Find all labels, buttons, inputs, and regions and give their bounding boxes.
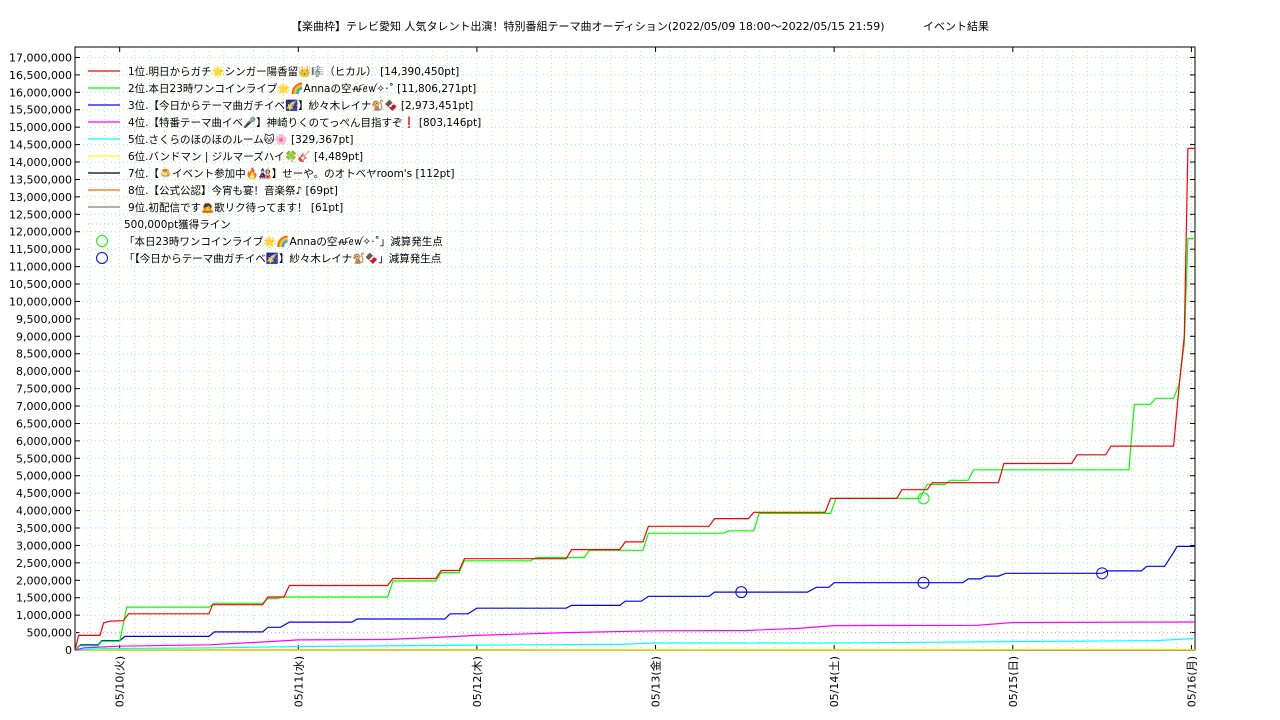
y-tick-label: 1,000,000: [16, 609, 72, 622]
series-layer: [74, 147, 1196, 651]
y-tick-label: 12,500,000: [9, 208, 72, 221]
legend-label-reference: 500,000pt獲得ライン: [124, 218, 231, 231]
legend-label-8: 8位.【公式公認】今宵も宴！音楽祭♪ [69pt]: [128, 184, 338, 197]
legend-marker-2: [96, 252, 108, 264]
x-tick-label: 05/14(土): [828, 656, 841, 707]
y-tick-label: 2,500,000: [16, 557, 72, 570]
series-line-5: [74, 637, 1196, 651]
y-tick-label: 8,000,000: [16, 365, 72, 378]
legend-label-marker-1: 「本日23時ワンコインライブ🌟🌈Annaの空ꫛꫀꪝ✧‧˚」減算発生点: [124, 235, 443, 248]
y-tick-label: 6,000,000: [16, 435, 72, 448]
x-tick-label: 05/15(日): [1007, 656, 1020, 707]
legend-label-marker-2: 「【今日からテーマ曲ガチイベ🌠】紗々木レイナ🐒🍫」減算発生点: [124, 252, 441, 265]
y-tick-label: 1,500,000: [16, 592, 72, 605]
y-tick-label: 15,500,000: [9, 104, 72, 117]
y-tick-label: 500,000: [27, 627, 73, 640]
legend-label-5: 5位.さくらのほのほのルーム🐱🌸 [329,367pt]: [128, 133, 353, 146]
legend-label-1: 1位.明日からガチ🌟シンガー陽香留👑🎼（ヒカル） [14,390,450pt]: [128, 65, 459, 78]
deduction-marker-1: [917, 492, 930, 505]
chart-title: 【楽曲枠】テレビ愛知 人気タレント出演！特別番組テーマ曲オーディション(2022…: [291, 20, 989, 33]
series-line-4: [74, 621, 1196, 651]
x-tick-label: 05/10(火): [114, 656, 127, 707]
x-tick-label: 05/12(木): [471, 656, 484, 707]
x-tick-label: 05/16(月): [1185, 656, 1198, 707]
axis-layer: 0 500,000 1,000,000 1,500,000 2,000,000 2,500…: [9, 46, 1198, 707]
y-tick-label: 5,000,000: [16, 470, 72, 483]
legend: 1位.明日からガチ🌟シンガー陽香留👑🎼（ヒカル） [14,390,450pt] 2…: [88, 65, 481, 265]
y-tick-label: 16,500,000: [9, 69, 72, 82]
x-tick-label: 05/11(水): [292, 656, 305, 707]
y-tick-label: 11,500,000: [9, 243, 72, 256]
y-tick-label: 8,500,000: [16, 348, 72, 361]
y-tick-label: 2,000,000: [16, 574, 72, 587]
legend-label-2: 2位.本日23時ワンコインライブ🌟🌈Annaの空ꫛꫀꪝ✧‧˚ [11,806,2…: [128, 82, 476, 95]
y-tick-label: 9,500,000: [16, 313, 72, 326]
y-tick-label: 14,500,000: [9, 139, 72, 152]
deduction-marker-2: [917, 576, 930, 589]
y-tick-label: 4,500,000: [16, 487, 72, 500]
y-tick-label: 6,500,000: [16, 417, 72, 430]
y-tick-label: 17,000,000: [9, 51, 72, 64]
y-tick-label: 0: [65, 644, 72, 657]
y-tick-label: 9,000,000: [16, 330, 72, 343]
y-tick-label: 10,000,000: [9, 295, 72, 308]
y-tick-label: 7,000,000: [16, 400, 72, 413]
grid-layer: [74, 47, 1195, 651]
y-tick-label: 15,000,000: [9, 121, 72, 134]
y-tick-label: 3,500,000: [16, 522, 72, 535]
y-tick-label: 4,000,000: [16, 505, 72, 518]
y-tick-label: 16,000,000: [9, 86, 72, 99]
y-tick-label: 12,000,000: [9, 226, 72, 239]
series-line-3: [74, 545, 1195, 651]
y-tick-label: 10,500,000: [9, 278, 72, 291]
y-tick-label: 3,000,000: [16, 539, 72, 552]
y-tick-label: 11,000,000: [9, 261, 72, 274]
series-line-1: [74, 147, 1195, 651]
legend-label-9: 9位.初配信です🙇歌リク待ってます！ [61pt]: [128, 201, 343, 214]
legend-marker-1: [96, 235, 108, 247]
x-tick-label: 05/13(金): [649, 656, 663, 707]
y-tick-label: 5,500,000: [16, 452, 72, 465]
y-tick-label: 7,500,000: [16, 383, 72, 396]
legend-label-4: 4位.【特番テーマ曲イベ🎤】神崎りくのてっぺん目指すぞ❗ [803,146pt]: [128, 116, 481, 129]
y-tick-label: 13,500,000: [9, 173, 72, 186]
deduction-marker-2: [1096, 567, 1109, 580]
legend-label-7: 7位.【🍮イベント参加中🔥🎎】せーや。のオトベヤroom's [112pt]: [128, 167, 455, 180]
series-line-2: [74, 237, 1195, 651]
y-tick-label: 13,000,000: [9, 191, 72, 204]
legend-label-3: 3位.【今日からテーマ曲ガチイベ🌠】紗々木レイナ🐒🍫 [2,973,451pt]: [128, 99, 473, 112]
deduction-marker-2: [735, 586, 748, 599]
y-tick-label: 14,000,000: [9, 156, 72, 169]
legend-label-6: 6位.バンドマン | ジルマーズハイ🍀🎸 [4,489pt]: [128, 150, 363, 163]
